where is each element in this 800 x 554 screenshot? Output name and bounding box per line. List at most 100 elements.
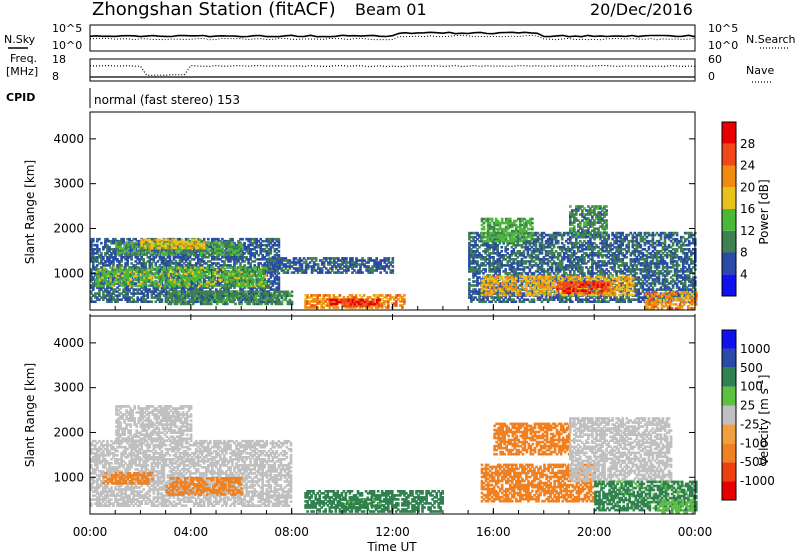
data-cell [112,290,115,293]
data-cell [267,239,271,243]
data-cell [137,266,140,270]
data-cell [263,250,266,253]
data-cell [163,276,167,280]
data-cell [101,274,104,278]
data-cell [267,248,271,251]
data-cell [137,280,140,284]
data-cell [190,288,194,291]
data-cell [189,266,193,270]
data-cell [198,286,202,289]
data-cell [221,270,224,273]
data-cell [106,294,109,297]
data-cell [186,262,190,265]
data-cell [92,268,95,271]
data-cell [263,248,266,251]
data-cell [135,268,138,272]
nsearch-trace [89,34,696,41]
data-cell [225,243,228,247]
data-cell [271,245,275,249]
data-cell [236,280,239,284]
data-cell [230,272,233,276]
data-cell [230,280,233,284]
data-cell [94,268,97,271]
data-cell [223,264,226,267]
data-cell [238,284,241,288]
data-cell [126,294,129,297]
data-cell [238,274,241,278]
data-cell [200,288,204,291]
data-cell [118,284,121,287]
data-cell [122,290,125,293]
data-cell [269,282,273,285]
data-cell [166,264,170,267]
data-cell [97,274,100,278]
data-cell [95,284,98,288]
data-cell [232,280,235,284]
data-cell [104,239,107,243]
data-cell [187,276,191,280]
data-cell [140,264,143,267]
data-cell [99,268,102,272]
data-cell [195,270,199,274]
data-cell [240,272,243,276]
data-cell [120,237,123,241]
data-cell [253,292,256,295]
data-cell [167,268,171,272]
data-cell [106,245,109,249]
data-cell [104,288,107,291]
data-cell [211,258,214,261]
data-cell [142,300,145,303]
data-cell [120,272,123,275]
data-cell [103,272,106,276]
data-cell [96,243,99,247]
data-cell [354,294,358,297]
data-cell [175,274,179,278]
data-cell [234,302,237,306]
data-cell [152,258,156,261]
data-cell [94,252,97,255]
data-cell [237,256,240,259]
data-cell [90,280,93,283]
data-cell [267,243,271,247]
data-cell [187,278,191,282]
data-cell [103,274,106,278]
data-cell [135,245,138,248]
data-cell [235,243,238,247]
data-cell [104,296,107,299]
data-cell [251,254,254,257]
data-cell [164,260,168,263]
data-cell [151,282,155,286]
data-cell [213,262,216,265]
data-cell [90,241,93,245]
data-cell [176,237,180,241]
data-cell [145,270,149,274]
data-cell [116,298,119,301]
data-cell [138,262,141,265]
data-cell [173,278,177,282]
data-cell [129,280,132,284]
data-cell [269,245,273,249]
data-cell [184,254,188,257]
data-cell [120,256,123,259]
data-cell [110,296,113,299]
data-cell [212,270,215,274]
data-cell [247,237,250,241]
data-cell [105,282,108,286]
data-cell [234,272,237,276]
data-cell [135,270,138,274]
data-cell [228,276,231,280]
data-cell [263,239,266,243]
data-cell [121,276,124,280]
nsky-panel [89,24,696,52]
data-cell [118,288,121,291]
data-cell [90,268,93,271]
data-cell [140,262,143,265]
data-cell [106,256,109,259]
data-cell [97,280,100,284]
data-cell [99,278,102,282]
data-cell [92,288,95,291]
data-cell [151,272,155,276]
data-cell [180,256,184,259]
data-cell [239,292,242,295]
data-cell [106,292,109,295]
